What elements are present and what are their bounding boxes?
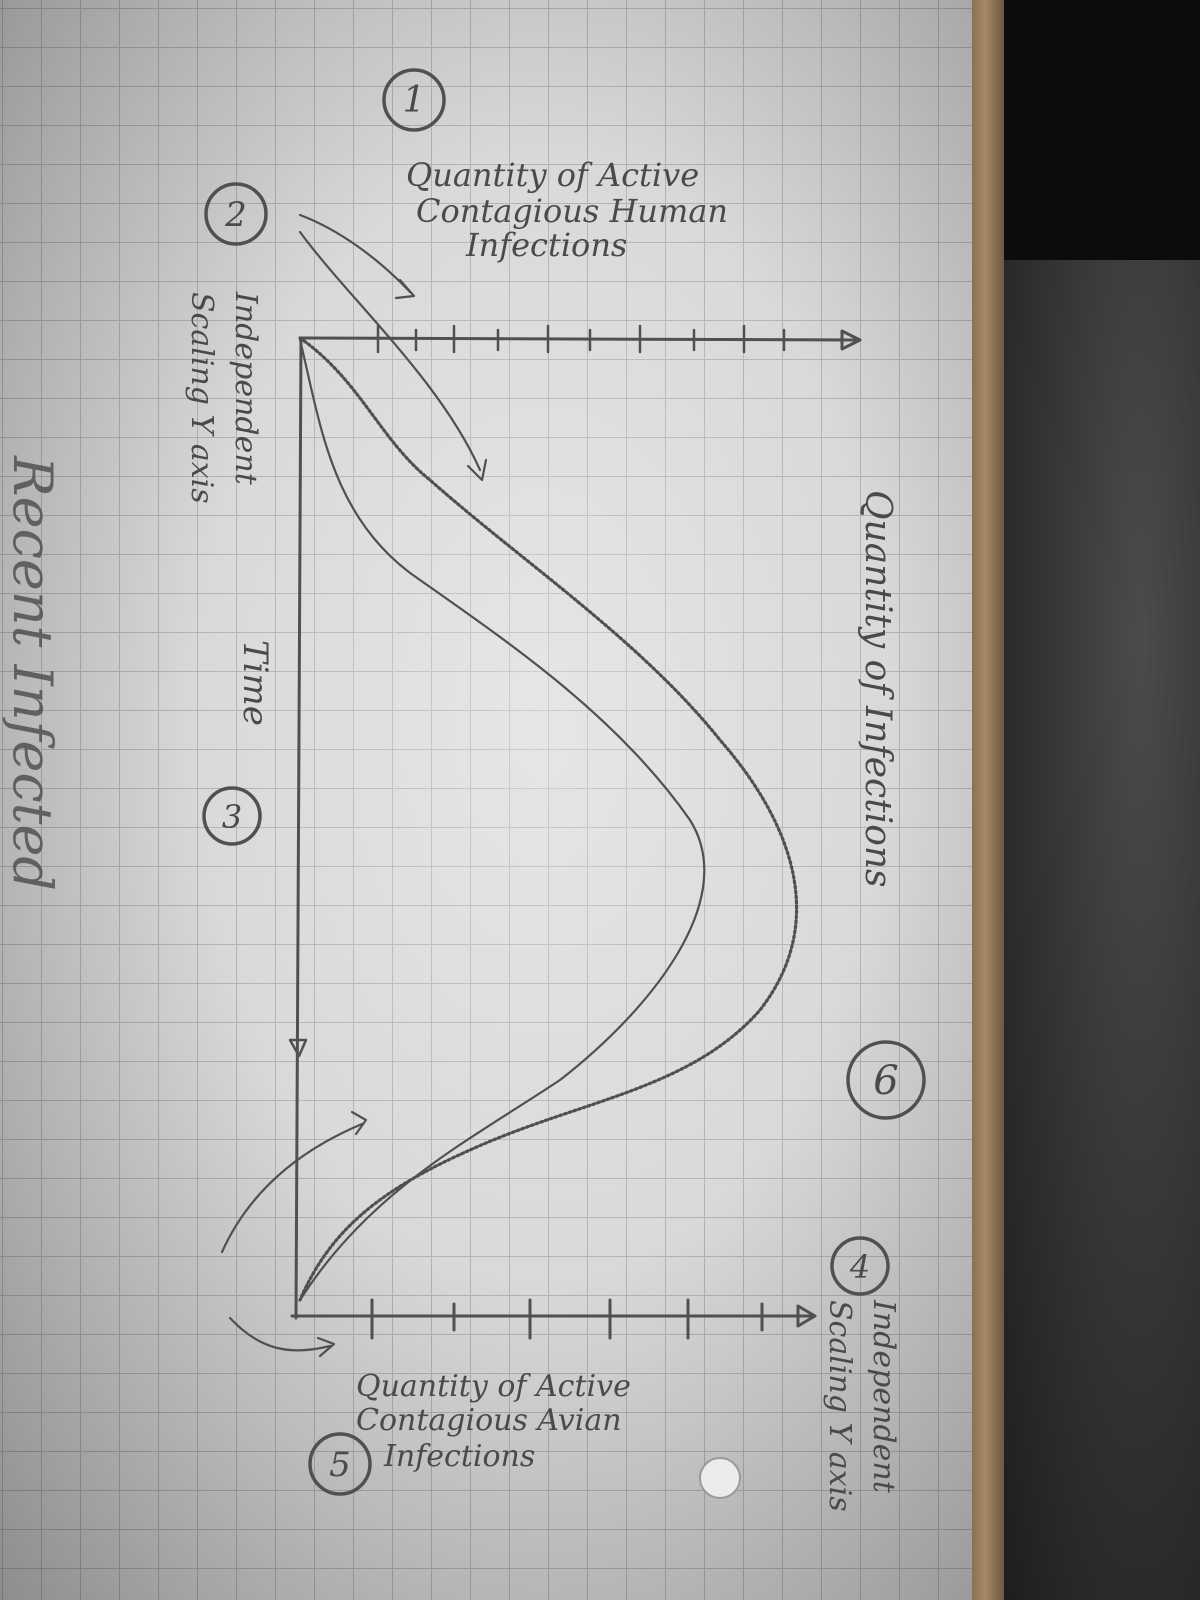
circled-number-5: 5 [308, 1432, 372, 1496]
avian-line-3: Infections [383, 1439, 535, 1474]
title-line-2: Contagious Human [416, 192, 728, 230]
avian-scale-axis [290, 1298, 817, 1340]
fabric-background [1000, 0, 1200, 1600]
circled-number-2: 2 [204, 182, 268, 246]
avian-line-2: Contagious Avian [356, 1403, 622, 1438]
total-infections-curve [298, 336, 799, 1302]
total-infections-text: Quantity of Infections [857, 490, 898, 888]
circled-number-4: 4 [830, 1236, 890, 1296]
time-axis-label: Time [235, 640, 275, 726]
number-3-label: 3 [222, 798, 242, 836]
circled-number-6: 6 [846, 1040, 926, 1120]
human-infections-title: Quantity of Active Contagious Human Infe… [406, 156, 728, 264]
independent-scaling-left-label: Independent Scaling Y axis [184, 291, 263, 504]
right-scaling-line-2: Scaling Y axis [822, 1300, 857, 1512]
left-scaling-line-2: Scaling Y axis [184, 292, 219, 504]
avian-line-1: Quantity of Active [356, 1369, 631, 1404]
number-6-label: 6 [873, 1058, 898, 1104]
graph-paper-sheet [0, 0, 985, 1600]
time-label: Time [235, 640, 275, 726]
cardboard-edge [972, 0, 1004, 1600]
bottom-scrawl-text: Recent Infected [1, 455, 64, 891]
left-scaling-line-1: Independent [228, 291, 263, 486]
human-scale-axis [300, 324, 862, 354]
circled-number-3: 3 [202, 786, 262, 846]
independent-scaling-right-label: Independent Scaling Y axis [822, 1299, 901, 1512]
number-2-label: 2 [224, 195, 247, 235]
dark-corner [1000, 0, 1200, 260]
bottom-scrawl-label: Recent Infected [1, 455, 64, 891]
smudge-circle [699, 1457, 741, 1499]
time-axis [288, 336, 308, 1320]
title-line-3: Infections [465, 226, 627, 264]
human-infections-curve [298, 338, 706, 1302]
title-line-1: Quantity of Active [406, 156, 699, 194]
avian-infections-title: Quantity of Active Contagious Avian Infe… [356, 1369, 631, 1474]
annotation-arrows [220, 213, 488, 1358]
total-infections-label: Quantity of Infections [857, 490, 898, 888]
circled-number-1: 1 [382, 68, 446, 132]
number-5-label: 5 [329, 1445, 351, 1485]
right-scaling-line-1: Independent [866, 1299, 901, 1494]
number-1-label: 1 [403, 80, 426, 121]
number-4-label: 4 [849, 1248, 870, 1286]
